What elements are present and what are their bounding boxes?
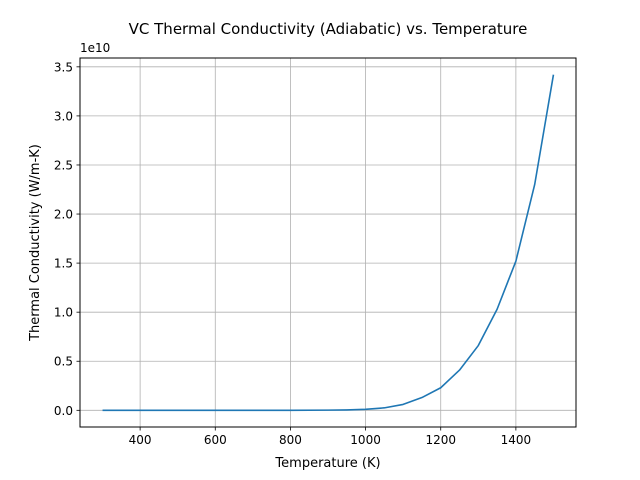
- y-offset-label: 1e10: [80, 41, 110, 55]
- x-tick-label: 1400: [501, 433, 532, 447]
- y-axis-ticks: 0.0 0.5 1.0 1.5 2.0 2.5 3.0 3.5: [54, 60, 80, 418]
- y-tick-label: 3.5: [54, 60, 73, 74]
- x-axis-label: Temperature (K): [274, 456, 380, 471]
- x-tick-label: 400: [129, 433, 152, 447]
- x-tick-label: 1200: [425, 433, 456, 447]
- y-tick-label: 1.0: [54, 306, 73, 320]
- y-tick-label: 3.0: [54, 109, 73, 123]
- plot-frame: [79, 57, 577, 428]
- y-tick-label: 1.5: [54, 257, 73, 271]
- grid: [80, 58, 576, 427]
- x-tick-label: 1000: [350, 433, 381, 447]
- y-tick-label: 2.0: [54, 208, 73, 222]
- y-tick-label: 0.0: [54, 404, 73, 418]
- series-layer: [102, 74, 555, 412]
- x-axis-ticks: 400 600 800 1000 1200 1400: [129, 427, 531, 447]
- chart-title: VC Thermal Conductivity (Adiabatic) vs. …: [129, 20, 528, 38]
- x-tick-label: 600: [204, 433, 227, 447]
- y-tick-label: 2.5: [54, 158, 73, 172]
- y-axis-label: Thermal Conductivity (W/m-K): [28, 144, 43, 342]
- y-tick-label: 0.5: [54, 355, 73, 369]
- series-line: [102, 74, 555, 412]
- x-tick-label: 800: [279, 433, 302, 447]
